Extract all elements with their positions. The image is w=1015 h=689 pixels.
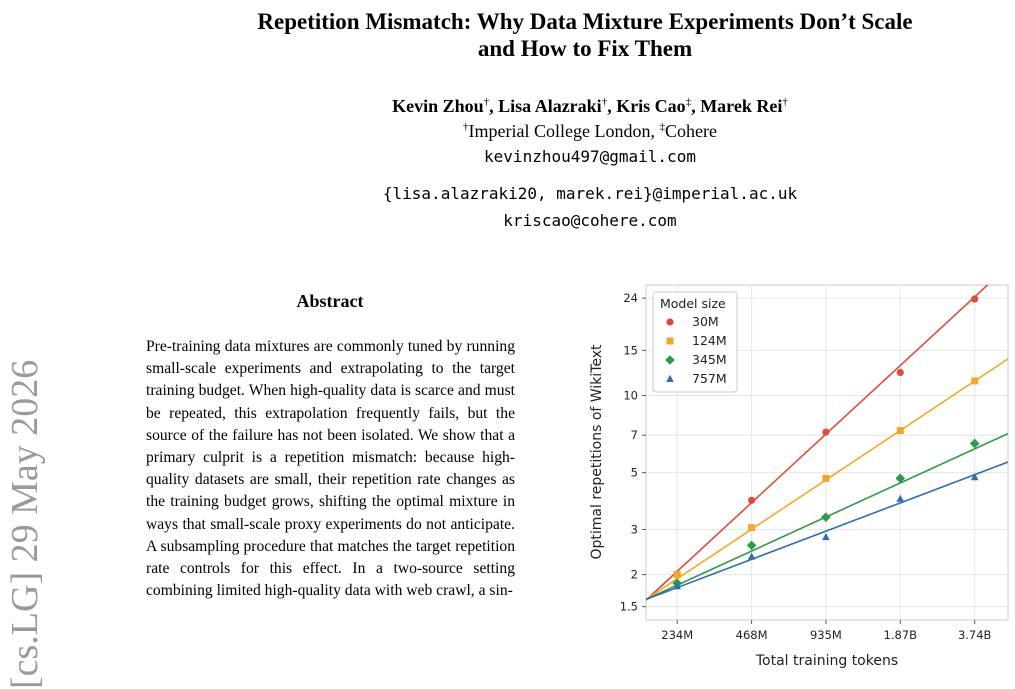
data-point-345M [746,540,757,551]
y-tick-label: 1.5 [620,600,638,614]
data-point-124M [896,427,904,435]
x-axis-label: Total training tokens [755,653,898,669]
data-point-30M [896,368,904,377]
data-point-757M [747,552,756,560]
y-tick-label: 15 [623,343,638,357]
legend-marker-124M [666,337,674,345]
data-point-124M [971,377,979,385]
abstract-heading: Abstract [296,291,364,311]
legend-label-757M: 757M [692,371,727,386]
x-tick-label: 468M [736,628,768,642]
data-point-757M [970,472,979,481]
affiliation: †Imperial College London, [463,121,660,141]
legend-box [652,291,738,393]
x-tick-labels: 234M 468M 935M 1.87B 3.74B [661,628,991,642]
paper-title: Repetition Mismatch: Why Data Mixture Ex… [140,8,1015,62]
y-tick-labels: 1.5 2 3 5 7 10 15 24 [620,291,638,614]
data-point-757M [896,494,905,502]
repetitions-chart: 234M 468M 935M 1.87B 3.74B 1.5 2 3 5 7 10 15 24 Tot… [589,284,1009,669]
data-point-124M [673,571,681,579]
data-point-757M [673,582,681,590]
legend-marker-30M [666,318,674,326]
x-tick-label: 234M [661,628,693,642]
author: Lisa Alazraki†, [498,96,617,116]
affiliations: †Imperial College London, ‡Cohere [300,120,880,142]
arxiv-watermark: [cs.LG] 29 May 2026 [4,359,46,689]
legend-marker-757M [666,374,674,382]
y-tick-label: 2 [631,568,638,582]
author: Marek Rei† [700,96,788,116]
author: Kevin Zhou†, [392,96,499,116]
chart-legend: Model size 30M 124M 345M 757M [652,291,738,393]
email-kevin: kevinzhou497@gmail.com [484,147,696,166]
abstract-body: Pre-training data mixtures are commonly … [146,338,515,600]
data-point-30M [822,428,830,436]
data-point-124M [822,474,830,482]
data-point-30M [971,295,979,303]
y-axis-label: Optimal repetitions of WikiText [589,344,605,560]
legend-label-124M: 124M [692,333,727,348]
y-tick-label: 7 [631,428,638,442]
x-tick-label: 935M [810,628,842,642]
author-list: Kevin Zhou†, Lisa Alazraki†, Kris Cao‡, … [300,95,880,117]
y-tick-label: 5 [631,466,638,480]
email-imperial: {lisa.alazraki20, marek.rei}@imperial.ac… [382,184,798,203]
title-line-2: and How to Fix Them [477,36,693,61]
data-point-124M [748,524,756,532]
x-tick-label: 3.74B [958,628,992,642]
legend-label-30M: 30M [692,314,719,329]
title-line-1: Repetition Mismatch: Why Data Mixture Ex… [257,9,913,34]
data-point-345M [969,438,980,449]
data-point-345M [895,473,906,484]
y-tick-label: 10 [623,389,638,403]
data-point-30M [747,496,756,504]
y-tick-label: 24 [623,291,638,305]
legend-label-345M: 345M [692,352,727,367]
legend-title: Model size [660,296,726,311]
author: Kris Cao‡, [616,96,701,116]
y-tick-label: 3 [631,522,638,536]
data-points [672,295,980,590]
fit-line-757M [646,461,1008,601]
x-tick-label: 1.87B [884,628,918,642]
data-point-757M [822,532,830,541]
email-kris: kriscao@cohere.com [503,211,677,230]
affiliation: ‡Cohere [659,121,717,141]
